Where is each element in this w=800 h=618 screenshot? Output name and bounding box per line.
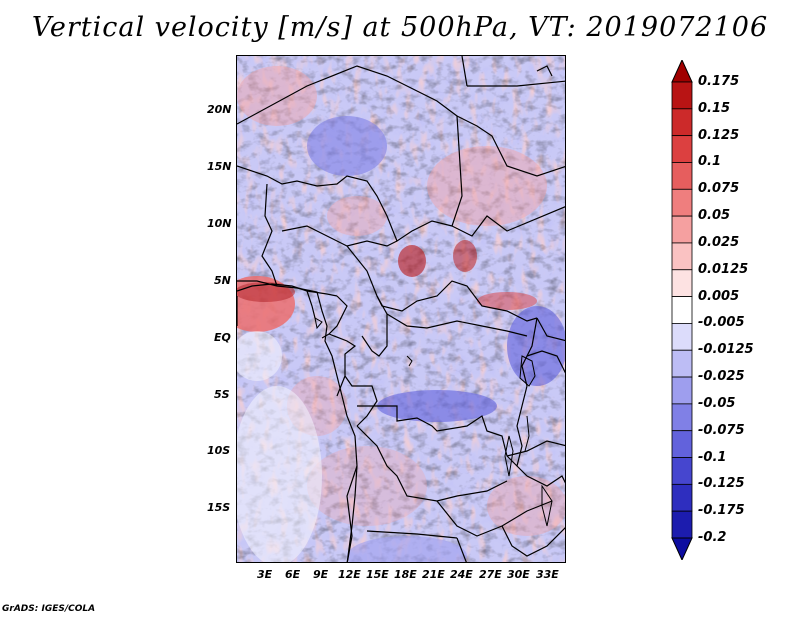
colorbar-segment: [671, 403, 693, 432]
colorbar: [671, 60, 693, 560]
lon-label-18e: 18E: [394, 568, 417, 581]
colorbar-segment: [671, 376, 693, 405]
lon-label-27e: 27E: [479, 568, 502, 581]
colorbar-bottom-arrow: [671, 537, 693, 560]
lon-label-33e: 33E: [536, 568, 559, 581]
page-title: Vertical velocity [m/s] at 500hPa, VT: 2…: [31, 12, 769, 43]
colorbar-level-label: -0.075: [698, 422, 745, 438]
colorbar-level-label: 0.125: [698, 127, 740, 143]
colorbar-segment: [671, 510, 693, 539]
colorbar-segment: [671, 269, 693, 297]
lat-label-10s: 10S: [207, 444, 231, 457]
colorbar-level-label: -0.125: [698, 476, 745, 492]
lat-label-15n: 15N: [207, 160, 232, 173]
colorbar-segment: [671, 323, 693, 351]
colorbar-level-label: 0.075: [698, 181, 740, 197]
coastline: [237, 280, 358, 562]
colorbar-segment: [671, 483, 693, 512]
colorbar-level-label: -0.1: [698, 449, 727, 465]
colorbar-level-label: 0.05: [698, 208, 731, 224]
colorbar-level-label: -0.2: [698, 530, 727, 545]
colorbar-segment: [671, 457, 693, 485]
neutral-regions: [237, 331, 322, 562]
lat-label-eq: EQ: [214, 331, 231, 344]
lat-label-5s: 5S: [214, 388, 230, 401]
colorbar-level-label: 0.025: [698, 234, 740, 250]
ascent-regions: [237, 66, 565, 536]
colorbar-segment: [671, 215, 693, 244]
lat-label-5n: 5N: [214, 274, 231, 287]
colorbar-level-label: 0.005: [698, 288, 740, 304]
colorbar-segment: [671, 108, 693, 137]
colorbar-level-label: 0.1: [698, 154, 722, 170]
velocity-field-map: [237, 56, 565, 562]
colorbar-segment: [671, 242, 693, 271]
colorbar-level-label: -0.0125: [698, 342, 754, 358]
colorbar-segment: [671, 81, 693, 110]
colorbar-segment: [671, 296, 693, 324]
colorbar-top-arrow: [671, 60, 693, 83]
lat-label-15s: 15S: [207, 501, 231, 514]
lon-label-21e: 21E: [422, 568, 445, 581]
colorbar-level-label: 0.0125: [698, 261, 749, 277]
lon-label-24e: 24E: [450, 568, 473, 581]
colorbar-segment: [671, 349, 693, 378]
colorbar-level-label: -0.175: [698, 503, 745, 519]
lon-label-12e: 12E: [338, 568, 361, 581]
lon-label-3e: 3E: [257, 568, 273, 581]
colorbar-level-label: -0.05: [698, 395, 736, 411]
lat-label-10n: 10N: [207, 217, 232, 230]
colorbar-segment: [671, 188, 693, 217]
lon-label-9e: 9E: [313, 568, 329, 581]
credit-text: GrADS: IGES/COLA: [2, 604, 96, 614]
colorbar-level-label: 0.15: [698, 100, 731, 116]
lake-outlines: [314, 317, 553, 527]
colorbar-segment: [671, 430, 693, 458]
lon-label-30e: 30E: [507, 568, 530, 581]
colorbar-segment: [671, 162, 693, 190]
map-panel: [236, 55, 566, 563]
colorbar-level-label: 0.175: [698, 74, 740, 89]
colorbar-segment: [671, 135, 693, 163]
lon-label-6e: 6E: [285, 568, 301, 581]
colorbar-level-label: -0.025: [698, 369, 745, 385]
colorbar-level-label: -0.005: [698, 315, 745, 331]
lat-label-20n: 20N: [207, 103, 232, 116]
country-boundaries: [237, 56, 565, 562]
lon-label-15e: 15E: [366, 568, 389, 581]
